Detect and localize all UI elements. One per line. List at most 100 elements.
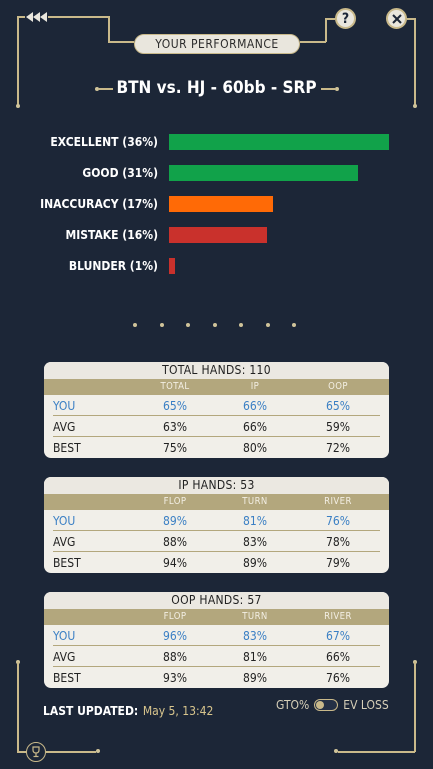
toggle-knob bbox=[316, 700, 325, 709]
trophy-button[interactable] bbox=[26, 742, 46, 762]
cell-value: 75% bbox=[163, 441, 187, 455]
cell-value: 66% bbox=[326, 650, 350, 664]
toggle-label-gto: GTO% bbox=[276, 698, 310, 712]
stats-card: TOTAL HANDS: 110 TOTAL IP OOP YOU 65% 66% 65% AV… bbox=[44, 362, 389, 458]
last-updated: LAST UPDATED: May 5, 13:42 bbox=[43, 700, 213, 719]
row-divider bbox=[53, 666, 380, 667]
cell-value: 83% bbox=[243, 535, 267, 549]
cell-value: 72% bbox=[326, 441, 350, 455]
row-label: BEST bbox=[53, 671, 81, 685]
bar-label: EXCELLENT (36%) bbox=[50, 135, 158, 149]
stats-card-title: TOTAL HANDS: 110 bbox=[44, 362, 389, 379]
back-button[interactable] bbox=[26, 9, 50, 23]
pager-dot[interactable] bbox=[159, 323, 164, 327]
cell-value: 66% bbox=[243, 399, 267, 413]
cell-value: 88% bbox=[163, 535, 187, 549]
bar bbox=[169, 165, 359, 181]
pager-dot[interactable] bbox=[292, 323, 296, 327]
stats-card: IP HANDS: 53 FLOP TURN RIVER YOU 89% 81% 76% AVG… bbox=[44, 477, 389, 573]
table-row: BEST 94% 89% 79% bbox=[44, 552, 389, 573]
column-header: TURN bbox=[242, 496, 268, 507]
pager-dots bbox=[130, 322, 305, 330]
stats-card-header: FLOP TURN RIVER bbox=[44, 609, 389, 625]
row-label: BEST bbox=[53, 556, 81, 570]
cell-value: 89% bbox=[243, 556, 267, 570]
stats-card-header: FLOP TURN RIVER bbox=[44, 494, 389, 510]
column-header: TOTAL bbox=[160, 381, 190, 392]
column-header: FLOP bbox=[163, 611, 187, 622]
table-row: AVG 63% 66% 59% bbox=[44, 416, 389, 437]
stats-card-header: TOTAL IP OOP bbox=[44, 379, 389, 395]
help-button[interactable]: ? bbox=[335, 8, 356, 29]
metric-toggle[interactable]: GTO% EV LOSS bbox=[276, 698, 389, 712]
row-label: AVG bbox=[53, 420, 76, 434]
column-header: FLOP bbox=[163, 496, 187, 507]
column-header: OOP bbox=[328, 381, 348, 392]
bar bbox=[169, 196, 273, 212]
table-row: BEST 93% 89% 76% bbox=[44, 667, 389, 688]
cell-value: 96% bbox=[163, 629, 187, 643]
row-label: YOU bbox=[53, 514, 76, 528]
cell-value: 79% bbox=[326, 556, 350, 570]
help-icon: ? bbox=[341, 10, 350, 27]
cell-value: 76% bbox=[326, 514, 350, 528]
row-label: YOU bbox=[53, 399, 76, 413]
cell-value: 88% bbox=[163, 650, 187, 664]
table-row: BEST 75% 80% 72% bbox=[44, 437, 389, 458]
table-row: YOU 89% 81% 76% bbox=[44, 510, 389, 531]
cell-value: 76% bbox=[326, 671, 350, 685]
bar bbox=[169, 227, 267, 243]
page-title: YOUR PERFORMANCE bbox=[134, 34, 300, 54]
close-button[interactable] bbox=[386, 8, 407, 29]
cell-value: 65% bbox=[163, 399, 187, 413]
pager-dot[interactable] bbox=[265, 323, 270, 327]
cell-value: 67% bbox=[326, 629, 350, 643]
toggle-switch[interactable] bbox=[314, 699, 339, 711]
bar bbox=[169, 258, 176, 274]
toggle-label-ev-loss: EV LOSS bbox=[343, 698, 389, 712]
row-label: YOU bbox=[53, 629, 76, 643]
cell-value: 66% bbox=[243, 420, 267, 434]
cell-value: 63% bbox=[163, 420, 187, 434]
column-header: IP bbox=[250, 381, 260, 392]
bar-label: GOOD (31%) bbox=[82, 166, 158, 180]
pager-dot[interactable] bbox=[133, 323, 137, 327]
pager-dot[interactable] bbox=[212, 323, 217, 327]
cell-value: 81% bbox=[243, 514, 267, 528]
cell-value: 65% bbox=[326, 399, 350, 413]
trophy-icon bbox=[32, 746, 40, 758]
cell-value: 80% bbox=[243, 441, 267, 455]
cell-value: 59% bbox=[326, 420, 350, 434]
last-updated-label: LAST UPDATED: bbox=[43, 704, 139, 718]
cell-value: 93% bbox=[163, 671, 187, 685]
row-divider bbox=[53, 645, 380, 646]
stats-card-title: IP HANDS: 53 bbox=[44, 477, 389, 494]
row-divider bbox=[53, 551, 380, 552]
table-row: AVG 88% 83% 78% bbox=[44, 531, 389, 552]
table-row: YOU 96% 83% 67% bbox=[44, 625, 389, 646]
cell-value: 81% bbox=[243, 650, 267, 664]
table-row: YOU 65% 66% 65% bbox=[44, 395, 389, 416]
pager-dot[interactable] bbox=[186, 323, 190, 327]
row-divider bbox=[53, 530, 380, 531]
cell-value: 89% bbox=[163, 514, 187, 528]
row-divider bbox=[53, 415, 380, 416]
back-arrows-icon bbox=[26, 12, 47, 22]
row-divider bbox=[53, 436, 380, 437]
bar bbox=[169, 134, 389, 150]
column-header: RIVER bbox=[324, 496, 352, 507]
close-icon bbox=[391, 13, 402, 24]
cell-value: 94% bbox=[163, 556, 187, 570]
pager-dot[interactable] bbox=[239, 323, 243, 327]
bar-label: BLUNDER (1%) bbox=[68, 259, 158, 273]
row-label: AVG bbox=[53, 650, 76, 664]
stats-card-title: OOP HANDS: 57 bbox=[44, 592, 389, 609]
row-label: AVG bbox=[53, 535, 76, 549]
cell-value: 83% bbox=[243, 629, 267, 643]
last-updated-value: May 5, 13:42 bbox=[142, 704, 214, 718]
stats-card: OOP HANDS: 57 FLOP TURN RIVER YOU 96% 83% 67% AV… bbox=[44, 592, 389, 688]
column-header: TURN bbox=[242, 611, 268, 622]
bar-label: MISTAKE (16%) bbox=[65, 228, 158, 242]
bar-label: INACCURACY (17%) bbox=[40, 197, 158, 211]
